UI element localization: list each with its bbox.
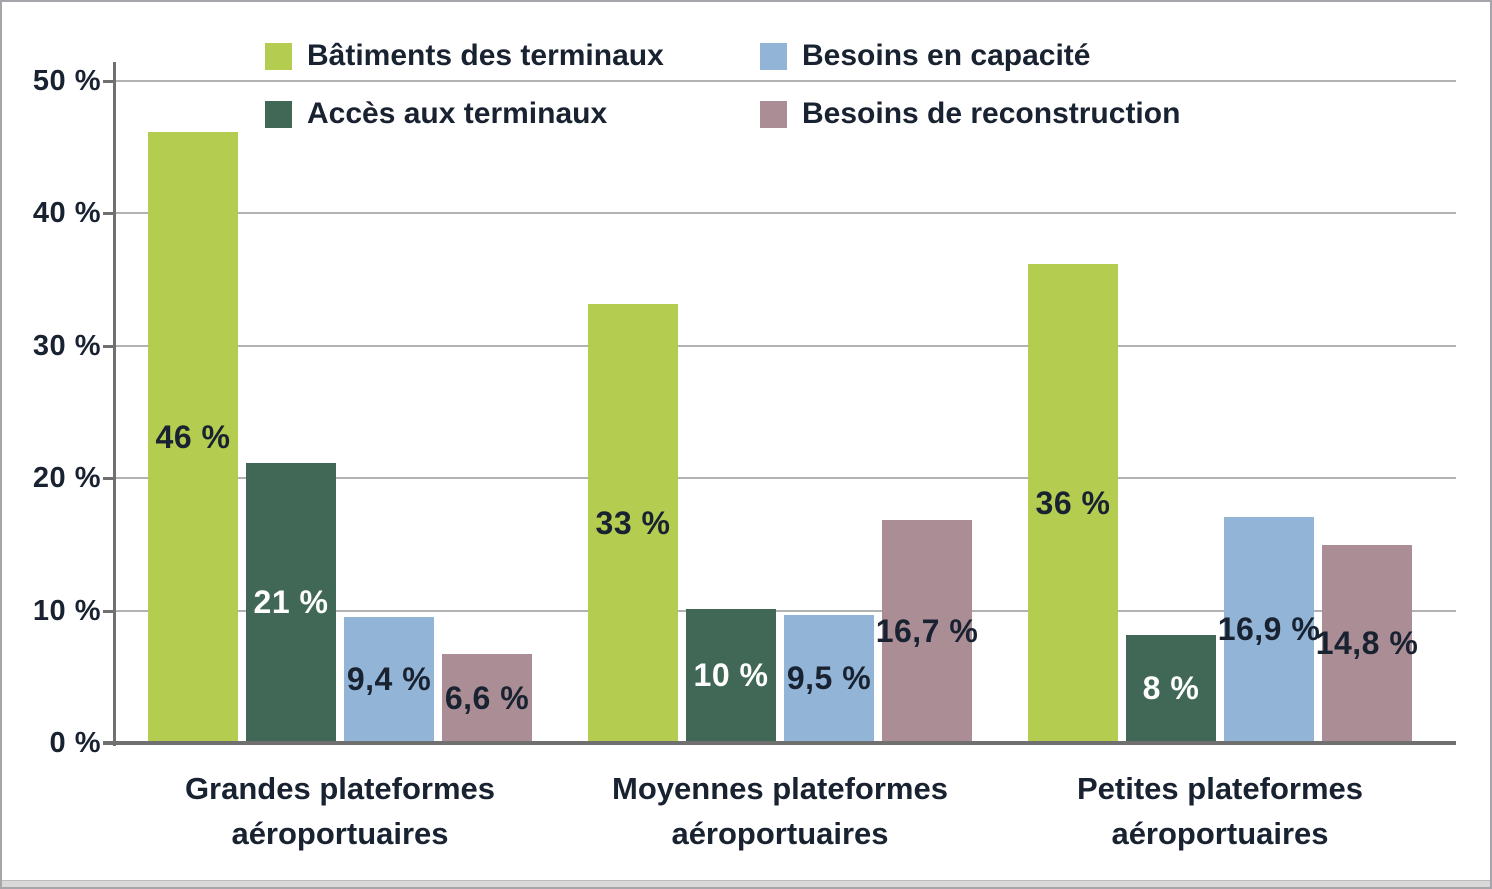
y-tick-40 bbox=[103, 212, 114, 216]
legend-label-2: Besoins en capacité bbox=[802, 39, 1091, 72]
bar-group1-series2 bbox=[784, 615, 874, 741]
x-axis-label-1: Moyennes plateformes aéroportuaires bbox=[520, 766, 1040, 856]
bar-value-label-group1-series0: 33 % bbox=[595, 505, 671, 541]
bar-value-label-group0-series0: 46 % bbox=[155, 419, 231, 455]
y-axis-label-40: 40 % bbox=[32, 197, 101, 230]
legend-swatch-1 bbox=[265, 100, 292, 128]
bar-group1-series1 bbox=[686, 609, 776, 741]
x-axis-label-1-line1: Moyennes plateformes bbox=[612, 771, 948, 806]
y-tick-30 bbox=[103, 344, 114, 348]
legend-label-3: Besoins de reconstruction bbox=[802, 97, 1181, 130]
bar-group2-series1 bbox=[1126, 635, 1216, 741]
y-axis-label-30: 30 % bbox=[32, 329, 101, 362]
x-axis-label-0-line1: Grandes plateformes bbox=[184, 771, 496, 806]
gridline-30 bbox=[114, 344, 1456, 347]
bar-group0-series3 bbox=[442, 654, 532, 741]
bar-group0-series2 bbox=[344, 617, 434, 741]
bar-group2-series2 bbox=[1224, 517, 1314, 741]
legend-item-3: Besoins de reconstruction bbox=[760, 95, 1180, 133]
x-axis-label-0: Grandes plateformes aéroportuaires bbox=[80, 766, 600, 856]
y-axis-label-0: 0 % bbox=[49, 727, 101, 759]
gridline-40 bbox=[114, 212, 1456, 215]
y-axis-label-10: 10 % bbox=[32, 594, 101, 627]
legend-item-0: Bâtiments des terminaux bbox=[265, 37, 664, 75]
bar-value-label-group1-series2: 9,5 % bbox=[786, 660, 872, 696]
bar-value-label-group0-series1: 21 % bbox=[253, 584, 329, 620]
x-axis-label-1-line2: aéroportuaires bbox=[671, 816, 889, 851]
x-axis-label-2: Petites plateformes aéroportuaires bbox=[960, 766, 1480, 856]
bar-value-label-group2-series1: 8 % bbox=[1142, 670, 1200, 706]
y-tick-10 bbox=[103, 609, 114, 613]
legend-label-1: Accès aux terminaux bbox=[307, 97, 608, 130]
x-axis-label-2-line1: Petites plateformes bbox=[1077, 771, 1363, 806]
bar-value-label-group2-series0: 36 % bbox=[1035, 485, 1111, 521]
y-axis-label-50: 50 % bbox=[32, 65, 101, 97]
legend-swatch-0 bbox=[265, 42, 292, 70]
bottom-edge-strip bbox=[2, 880, 1490, 887]
legend-item-2: Besoins en capacité bbox=[760, 37, 1090, 75]
gridline-20 bbox=[114, 477, 1456, 480]
gridline-50 bbox=[114, 80, 1456, 82]
bar-group0-series1 bbox=[246, 463, 336, 741]
y-tick-20 bbox=[103, 477, 114, 481]
bar-value-label-group1-series3: 16,7 % bbox=[875, 613, 979, 649]
y-tick-50 bbox=[103, 80, 114, 83]
legend-item-1: Accès aux terminaux bbox=[265, 95, 607, 133]
gridline-10 bbox=[114, 609, 1456, 612]
bar-group1-series3 bbox=[882, 520, 972, 741]
bar-value-label-group1-series1: 10 % bbox=[693, 657, 769, 693]
x-axis-label-2-line2: aéroportuaires bbox=[1111, 816, 1329, 851]
legend-swatch-2 bbox=[760, 42, 787, 70]
bar-value-label-group2-series3: 14,8 % bbox=[1315, 625, 1419, 661]
x-axis-line bbox=[103, 741, 1456, 745]
x-axis-label-0-line2: aéroportuaires bbox=[231, 816, 449, 851]
bar-value-label-group0-series2: 9,4 % bbox=[346, 661, 432, 697]
bar-group2-series3 bbox=[1322, 545, 1412, 741]
bar-group2-series0 bbox=[1028, 264, 1118, 741]
bar-group0-series0 bbox=[148, 132, 238, 741]
y-axis-label-20: 20 % bbox=[32, 462, 101, 495]
bar-group1-series0 bbox=[588, 304, 678, 741]
legend-swatch-3 bbox=[760, 100, 787, 128]
legend-label-0: Bâtiments des terminaux bbox=[307, 39, 664, 72]
bar-value-label-group2-series2: 16,9 % bbox=[1217, 611, 1321, 647]
y-axis-line bbox=[113, 62, 116, 746]
bar-value-label-group0-series3: 6,6 % bbox=[444, 680, 530, 716]
